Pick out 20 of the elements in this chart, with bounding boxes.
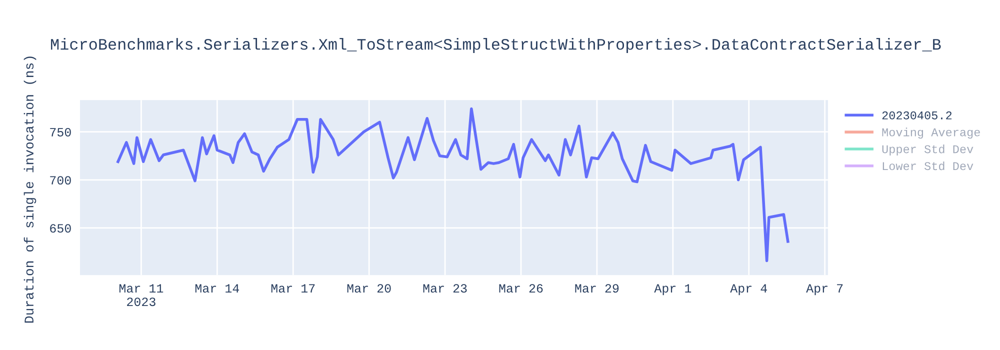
legend-label: Moving Average: [882, 128, 980, 139]
line-series: [116, 107, 790, 262]
x-tick-label: Mar 29: [575, 284, 619, 293]
y-tick-label: 700: [50, 176, 71, 185]
x-tick-label: Apr 4: [730, 284, 767, 296]
legend-label: 20230405.2: [882, 111, 952, 120]
chart-title: MicroBenchmarks.Serializers.Xml_ToStream<SimpleStructWithProperties>.DataContractSerializer_B: [51, 38, 941, 53]
x-tick-label: Mar 11 2023: [119, 284, 164, 306]
x-tick-label: Mar 20: [347, 284, 391, 293]
legend-label: Upper Std Dev: [882, 144, 974, 156]
x-tick-label: Mar 14: [195, 284, 240, 293]
y-tick-label: 650: [50, 224, 71, 233]
y-tick-label: 750: [50, 128, 71, 136]
legend-label: Lower Std Dev: [882, 161, 974, 170]
x-tick-label: Mar 17: [271, 284, 315, 293]
x-tick-label: Apr 1: [654, 284, 692, 296]
x-tick-label: Apr 7: [806, 284, 843, 296]
y-axis-title: Duration of single invocation (ns): [24, 56, 36, 323]
x-tick-label: Mar 23: [423, 284, 467, 293]
x-tick-label: Mar 26: [499, 284, 543, 293]
